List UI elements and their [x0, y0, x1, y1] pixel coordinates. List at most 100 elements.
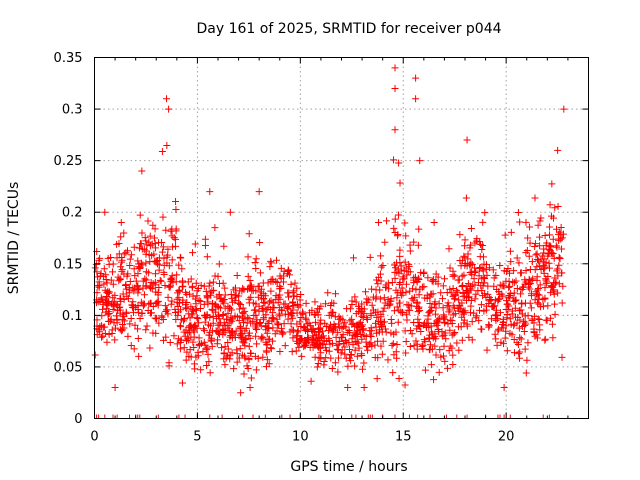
data-point — [358, 300, 366, 308]
data-point — [450, 304, 458, 312]
data-point — [526, 299, 534, 307]
data-point — [176, 253, 184, 261]
data-point — [307, 377, 315, 385]
data-point — [241, 342, 249, 350]
data-point — [431, 330, 439, 338]
data-point — [131, 284, 139, 292]
data-point — [451, 272, 459, 280]
data-point — [100, 280, 108, 288]
data-point — [214, 272, 222, 280]
data-point — [446, 264, 454, 272]
data-point — [151, 257, 159, 265]
data-point — [489, 266, 497, 274]
data-point — [277, 306, 285, 314]
data-point — [202, 344, 210, 352]
data-point — [380, 304, 388, 312]
data-point — [398, 309, 406, 317]
data-point — [394, 211, 402, 219]
data-point — [505, 277, 513, 285]
data-point — [157, 277, 165, 285]
data-point — [428, 303, 436, 311]
data-point — [243, 319, 251, 327]
data-point — [189, 249, 197, 257]
x-tick-labels: 0 5 10 15 20 — [90, 430, 514, 445]
data-point — [177, 323, 185, 331]
data-point — [391, 215, 399, 223]
x-axis-label: GPS time / hours — [290, 459, 407, 475]
data-point — [459, 282, 467, 290]
data-point — [235, 299, 243, 307]
data-point — [244, 253, 252, 261]
data-point — [379, 307, 387, 315]
data-point — [322, 300, 330, 308]
data-point — [241, 315, 249, 323]
data-point — [349, 254, 357, 262]
data-point — [218, 344, 226, 352]
data-point — [263, 356, 271, 364]
data-point — [503, 300, 511, 308]
data-point — [238, 351, 246, 359]
data-point — [134, 286, 142, 294]
data-point — [399, 275, 407, 283]
data-point — [341, 350, 349, 358]
data-point — [479, 241, 487, 249]
data-point — [400, 266, 408, 274]
data-point — [259, 334, 267, 342]
data-point — [377, 342, 385, 350]
data-point — [542, 279, 550, 287]
data-point — [293, 309, 301, 317]
data-point — [546, 223, 554, 231]
data-point — [175, 294, 183, 302]
data-point — [403, 271, 411, 279]
data-point — [403, 316, 411, 324]
data-point — [147, 309, 155, 317]
data-point — [286, 328, 294, 336]
data-point — [258, 295, 266, 303]
data-point — [391, 84, 399, 92]
data-point — [522, 218, 530, 226]
data-point — [168, 297, 176, 305]
data-point — [208, 287, 216, 295]
data-point — [560, 105, 568, 113]
data-point — [352, 298, 360, 306]
data-point — [481, 209, 489, 217]
data-point — [426, 299, 434, 307]
data-point — [235, 317, 243, 325]
data-point — [200, 338, 208, 346]
data-point — [200, 327, 208, 335]
data-point — [297, 314, 305, 321]
data-point — [197, 297, 205, 305]
data-point — [344, 362, 352, 370]
data-point — [270, 304, 278, 312]
data-point — [159, 213, 167, 221]
data-point — [441, 275, 449, 283]
data-point — [201, 235, 209, 243]
data-point — [352, 310, 360, 318]
data-point — [442, 335, 450, 343]
data-point — [498, 321, 506, 329]
data-point — [275, 321, 283, 329]
data-point — [348, 301, 356, 309]
data-point — [368, 301, 376, 309]
data-point — [263, 348, 271, 356]
data-point — [525, 279, 533, 287]
data-point — [445, 308, 453, 316]
data-point — [158, 148, 166, 156]
data-point — [273, 315, 281, 323]
data-point — [481, 275, 489, 283]
data-point — [329, 309, 337, 317]
data-point — [551, 300, 559, 308]
data-point — [220, 350, 228, 358]
data-point — [461, 236, 469, 244]
data-point — [142, 247, 150, 255]
data-point — [513, 254, 521, 262]
data-point — [190, 333, 198, 341]
data-point — [98, 333, 106, 341]
data-point — [173, 298, 181, 306]
data-point — [430, 376, 438, 384]
data-point — [517, 290, 525, 298]
data-point — [458, 336, 466, 344]
data-point — [261, 299, 269, 307]
data-point — [160, 270, 168, 278]
data-point — [381, 325, 389, 333]
